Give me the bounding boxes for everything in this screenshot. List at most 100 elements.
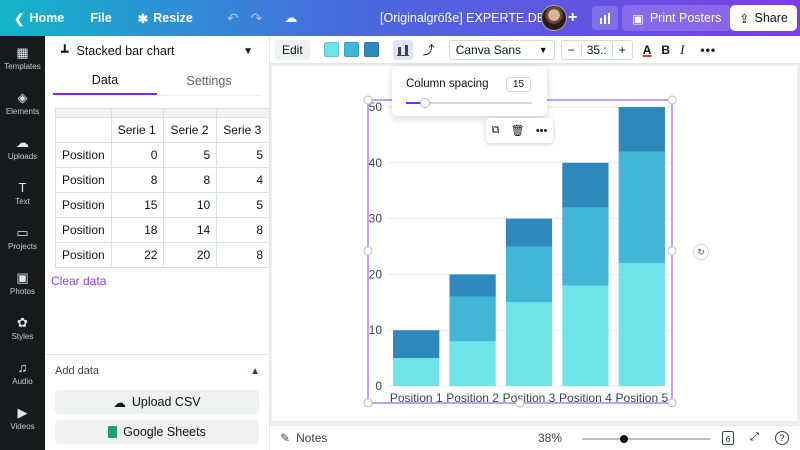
table-row: Position 8 8 4 <box>55 167 270 193</box>
rail-item-elements[interactable]: ◈ Elements <box>5 90 40 116</box>
italic-button[interactable]: I <box>680 41 685 57</box>
chart-type-selector[interactable]: ┻ Stacked bar chart ▼ <box>61 44 253 59</box>
document-title[interactable]: [Originalgröße] EXPERTE.DE <box>380 11 546 25</box>
decrease-size-button[interactable]: − <box>567 42 575 57</box>
more-icon[interactable]: ••• <box>535 124 548 137</box>
value-cell[interactable]: 22 <box>110 242 165 268</box>
share-button[interactable]: ⇪ Share <box>730 5 797 31</box>
trash-icon[interactable]: 🗑︎ <box>510 125 525 137</box>
y-tick-label: 10 <box>369 323 383 337</box>
divider <box>45 354 270 355</box>
increase-size-button[interactable]: + <box>618 42 626 57</box>
y-tick-label: 30 <box>369 212 383 226</box>
insights-button[interactable] <box>592 6 618 30</box>
rail-item-audio[interactable]: ♫ Audio <box>12 360 33 386</box>
value-cell[interactable]: 8 <box>216 242 270 268</box>
print-posters-button[interactable]: ▣ Print Posters <box>622 5 732 31</box>
elements-icon: ◈ <box>17 90 28 105</box>
file-menu[interactable]: File <box>90 11 112 25</box>
value-cell[interactable]: 18 <box>110 217 165 243</box>
rail-item-videos[interactable]: ▶ Videos <box>10 405 35 431</box>
rail-item-styles[interactable]: ✿ Styles <box>11 315 34 341</box>
zoom-level[interactable]: 38% <box>538 431 563 445</box>
grid-corner-cell[interactable] <box>55 117 112 143</box>
column-spacing-icon[interactable] <box>392 39 413 60</box>
value-cell[interactable]: 10 <box>163 192 218 218</box>
color-swatch[interactable] <box>323 42 339 57</box>
resize-handle <box>363 246 373 256</box>
redo-icon[interactable]: ↷ <box>250 9 263 26</box>
rail-item-photos[interactable]: ▣ Photos <box>10 270 35 296</box>
row-label-cell[interactable]: Position <box>55 167 112 193</box>
slider-thumb[interactable] <box>419 98 430 108</box>
rail-item-templates[interactable]: ▦ Templates <box>4 45 41 71</box>
rail-item-projects[interactable]: ▭ Projects <box>8 225 37 251</box>
font-size-input[interactable]: 35.: <box>580 42 613 57</box>
value-cell[interactable]: 5 <box>216 142 270 168</box>
color-swatch[interactable] <box>363 42 379 57</box>
value-cell[interactable]: 20 <box>163 242 218 268</box>
duplicate-icon[interactable]: ⧉ <box>491 124 500 136</box>
color-swatch[interactable] <box>343 42 359 57</box>
data-grid: Serie 1 Serie 2 Serie 3 Position 0 5 5 P… <box>55 108 270 268</box>
folder-icon: ▭ <box>16 225 29 240</box>
value-cell[interactable]: 14 <box>163 217 218 243</box>
row-label-cell[interactable]: Position <box>55 242 112 268</box>
notes-icon: ✎ <box>280 431 291 445</box>
avatar[interactable] <box>541 5 567 31</box>
column-spacing-slider[interactable] <box>406 98 532 108</box>
tab-settings[interactable]: Settings <box>186 73 232 88</box>
row-label-cell[interactable]: Position <box>55 142 112 168</box>
fullscreen-icon[interactable]: ⤢ <box>750 431 759 443</box>
chevron-down-icon: ▼ <box>538 44 548 55</box>
add-data-toggle[interactable]: Add data ▲ <box>55 365 260 377</box>
print-icon: ▣ <box>632 11 644 26</box>
bar-segment <box>562 285 609 386</box>
resize-button[interactable]: ✱ Resize <box>137 11 193 26</box>
rail-item-uploads[interactable]: ☁ Uploads <box>7 135 38 161</box>
left-rail: ▦ Templates ◈ Elements ☁ Uploads T Text ▭ Pro… <box>0 36 45 450</box>
edit-button[interactable]: Edit <box>275 39 310 60</box>
google-sheets-icon <box>108 426 118 438</box>
home-button[interactable]: ❮ Home <box>14 11 65 26</box>
value-cell[interactable]: 8 <box>110 167 165 193</box>
more-options-button[interactable]: ••• <box>700 42 717 57</box>
tab-data[interactable]: Data <box>53 66 157 95</box>
chevron-down-icon: ▼ <box>243 45 253 57</box>
element-action-bar: ⧉ 🗑︎ ••• <box>486 118 553 143</box>
upload-csv-button[interactable]: ☁ Upload CSV <box>55 390 259 414</box>
bar-segment <box>562 207 609 286</box>
rail-item-text[interactable]: T Text <box>15 180 30 206</box>
notes-button[interactable]: ✎ Notes <box>280 431 328 445</box>
row-label-cell[interactable]: Position <box>55 192 112 218</box>
resize-handle <box>667 95 677 105</box>
resize-handle <box>363 95 373 105</box>
bar-segment <box>393 358 440 386</box>
table-row: Position 18 14 8 <box>55 217 270 243</box>
corner-rounding-icon[interactable]: ⤴ <box>422 43 435 57</box>
resize-handle <box>515 398 525 408</box>
column-header[interactable]: Serie 3 <box>216 117 270 143</box>
upload-icon: ⇪ <box>739 11 750 26</box>
font-selector[interactable]: Canva Sans ▼ <box>448 39 555 60</box>
row-label-cell[interactable]: Position <box>55 217 112 243</box>
value-cell[interactable]: 8 <box>216 217 270 243</box>
zoom-slider-thumb[interactable] <box>620 435 629 443</box>
zoom-slider[interactable] <box>582 435 710 443</box>
rotate-handle-icon[interactable]: ↻ <box>693 244 709 260</box>
bold-button[interactable]: B <box>661 42 671 57</box>
text-color-button[interactable]: A <box>642 42 652 57</box>
google-sheets-button[interactable]: Google Sheets <box>55 420 259 444</box>
bar-segment <box>618 107 665 152</box>
page-count-icon[interactable]: 6 <box>722 431 734 445</box>
value-cell[interactable]: 4 <box>216 167 270 193</box>
clear-data-link[interactable]: Clear data <box>51 274 107 288</box>
cloud-saved-icon[interactable]: ☁ <box>284 10 298 25</box>
bar-chart-icon <box>600 12 610 24</box>
bottom-bar: ✎ Notes 38% 6 ⤢ ? <box>270 425 800 450</box>
undo-icon[interactable]: ↶ <box>226 9 239 26</box>
column-spacing-input[interactable]: 15 <box>506 77 531 92</box>
add-collaborator-icon[interactable]: + <box>568 9 578 26</box>
help-icon[interactable]: ? <box>775 431 789 445</box>
bar-segment <box>449 296 496 342</box>
